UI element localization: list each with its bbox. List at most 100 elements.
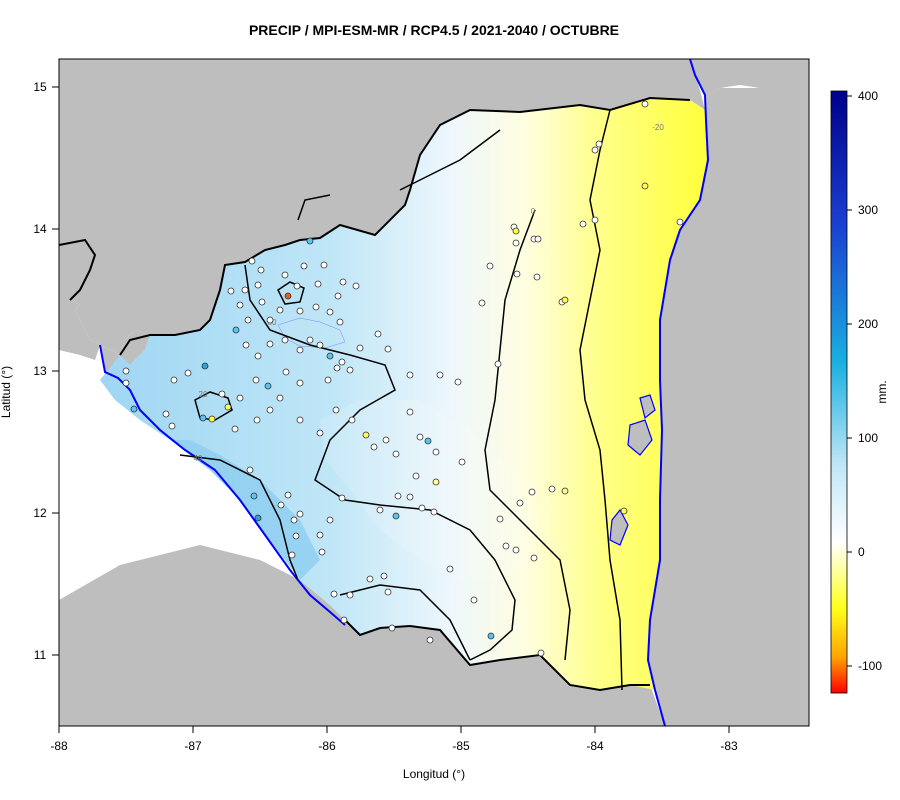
- north-lagoon: [639, 394, 656, 420]
- y-tick-label: 14: [33, 222, 47, 236]
- station-marker: [412, 472, 420, 480]
- station-marker: [418, 504, 426, 512]
- high-precip-patch: [170, 440, 320, 580]
- station-marker: [253, 416, 261, 424]
- colorbar: 400 300 200 100 0 -100 mm.: [830, 89, 889, 694]
- station-marker: [266, 406, 274, 414]
- station-marker: [458, 458, 466, 466]
- x-tick-label: -84: [586, 739, 604, 753]
- station-markers: [122, 100, 684, 657]
- station-marker: [314, 280, 322, 288]
- station-marker: [591, 146, 599, 154]
- station-marker: [366, 575, 374, 583]
- station-marker: [282, 368, 290, 376]
- bluefields-lagoon: [609, 508, 629, 546]
- contour-label: 0: [531, 207, 536, 216]
- station-marker: [264, 382, 272, 390]
- colorbar-gradient: [830, 90, 848, 694]
- contour-line: [244, 264, 516, 661]
- station-marker: [252, 376, 260, 384]
- station-marker: [416, 433, 424, 441]
- station-marker: [266, 340, 274, 348]
- station-marker: [277, 501, 285, 509]
- station-marker: [595, 140, 603, 148]
- pearl-lagoon: [627, 419, 653, 456]
- station-marker: [426, 636, 434, 644]
- station-marker: [244, 316, 252, 324]
- station-marker: [496, 515, 504, 523]
- contour-label: 40: [194, 454, 203, 463]
- station-marker: [641, 182, 649, 190]
- pacific-coastline: [99, 344, 346, 626]
- station-marker: [512, 239, 520, 247]
- station-marker: [356, 344, 364, 352]
- honduras-landmass: [59, 59, 705, 355]
- station-marker: [374, 330, 382, 338]
- lake-managua: [277, 317, 346, 349]
- station-marker: [487, 632, 495, 640]
- colorbar-tick-label: 300: [858, 203, 878, 217]
- x-axis-label: Longitud (°): [403, 767, 465, 781]
- station-marker: [338, 494, 346, 502]
- station-marker: [266, 316, 274, 324]
- station-marker: [122, 379, 130, 387]
- station-marker: [326, 308, 334, 316]
- station-marker: [122, 367, 130, 375]
- chart-title: PRECIP / MPI-ESM-MR / RCP4.5 / 2021-2040…: [249, 22, 619, 38]
- station-marker: [436, 371, 444, 379]
- station-marker: [394, 492, 402, 500]
- station-marker: [561, 487, 569, 495]
- station-marker: [591, 216, 599, 224]
- station-marker: [241, 286, 249, 294]
- station-marker: [296, 379, 304, 387]
- station-marker: [326, 352, 334, 360]
- station-marker: [352, 282, 360, 290]
- station-marker: [384, 345, 392, 353]
- station-marker: [380, 572, 388, 580]
- station-marker: [254, 352, 262, 360]
- station-marker: [296, 510, 304, 518]
- x-tick-label: -86: [318, 739, 336, 753]
- station-marker: [296, 416, 304, 424]
- station-marker: [292, 532, 300, 540]
- station-marker: [470, 596, 478, 604]
- station-marker: [296, 307, 304, 315]
- station-marker: [676, 218, 684, 226]
- station-marker: [288, 551, 296, 559]
- station-marker: [306, 237, 314, 245]
- station-marker: [320, 261, 328, 269]
- station-marker: [231, 425, 239, 433]
- station-marker: [530, 554, 538, 562]
- station-marker: [281, 271, 289, 279]
- station-marker: [406, 371, 414, 379]
- station-marker: [232, 326, 240, 334]
- station-marker: [293, 282, 301, 290]
- contour-loop: [277, 281, 305, 305]
- station-marker: [339, 278, 347, 286]
- station-marker: [184, 369, 192, 377]
- station-marker: [296, 346, 304, 354]
- station-marker: [333, 364, 341, 372]
- station-marker: [424, 437, 432, 445]
- station-marker: [620, 507, 628, 515]
- y-axis-label: Latitud (°): [0, 366, 13, 418]
- station-marker: [276, 394, 284, 402]
- station-marker: [376, 506, 384, 514]
- colorbar-tick-label: -100: [858, 659, 882, 673]
- station-marker: [316, 531, 324, 539]
- northern-border: [119, 96, 691, 356]
- station-marker: [218, 390, 226, 398]
- costa-rica-landmass: [59, 545, 665, 726]
- contour-label: -20: [652, 123, 664, 132]
- station-marker: [316, 341, 324, 349]
- station-marker: [528, 488, 536, 496]
- contour-line: [339, 584, 471, 661]
- station-marker: [446, 565, 454, 573]
- station-marker: [548, 485, 556, 493]
- station-marker: [284, 491, 292, 499]
- colorbar-label: mm.: [875, 380, 889, 403]
- station-marker: [326, 516, 334, 524]
- station-marker: [533, 273, 541, 281]
- station-marker: [338, 358, 346, 366]
